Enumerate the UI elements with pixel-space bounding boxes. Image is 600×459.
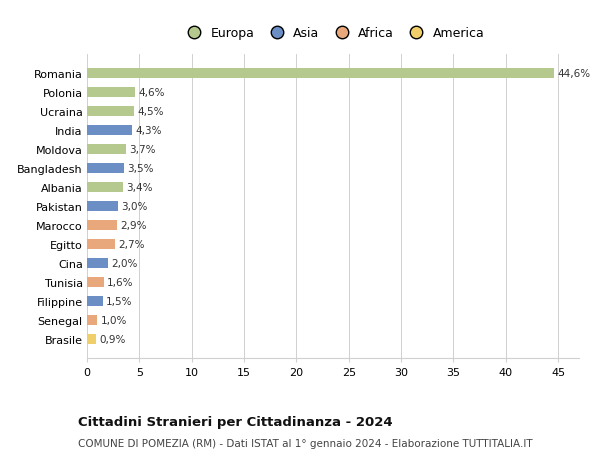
Text: 1,0%: 1,0% bbox=[101, 315, 127, 325]
Text: 44,6%: 44,6% bbox=[557, 69, 590, 79]
Text: 1,6%: 1,6% bbox=[107, 277, 133, 287]
Text: 3,4%: 3,4% bbox=[126, 183, 152, 193]
Text: 3,7%: 3,7% bbox=[129, 145, 155, 155]
Text: Cittadini Stranieri per Cittadinanza - 2024: Cittadini Stranieri per Cittadinanza - 2… bbox=[78, 415, 392, 428]
Bar bbox=[87, 163, 124, 174]
Bar bbox=[87, 258, 108, 269]
Text: 4,5%: 4,5% bbox=[137, 107, 164, 117]
Bar bbox=[87, 220, 118, 231]
Text: 1,5%: 1,5% bbox=[106, 296, 133, 306]
Bar bbox=[87, 126, 132, 136]
Text: COMUNE DI POMEZIA (RM) - Dati ISTAT al 1° gennaio 2024 - Elaborazione TUTTITALIA: COMUNE DI POMEZIA (RM) - Dati ISTAT al 1… bbox=[78, 438, 533, 448]
Bar bbox=[87, 334, 97, 344]
Text: 4,3%: 4,3% bbox=[135, 126, 161, 136]
Bar bbox=[87, 296, 103, 307]
Bar bbox=[87, 315, 97, 325]
Text: 3,5%: 3,5% bbox=[127, 164, 153, 174]
Text: 2,9%: 2,9% bbox=[121, 220, 147, 230]
Text: 2,0%: 2,0% bbox=[111, 258, 137, 269]
Bar bbox=[87, 202, 118, 212]
Bar bbox=[87, 145, 126, 155]
Bar bbox=[87, 239, 115, 250]
Legend: Europa, Asia, Africa, America: Europa, Asia, Africa, America bbox=[176, 22, 490, 45]
Text: 4,6%: 4,6% bbox=[138, 88, 165, 98]
Bar bbox=[87, 182, 122, 193]
Bar bbox=[87, 106, 134, 117]
Bar bbox=[87, 69, 554, 79]
Text: 2,7%: 2,7% bbox=[118, 240, 145, 249]
Text: 0,9%: 0,9% bbox=[100, 334, 126, 344]
Bar bbox=[87, 88, 135, 98]
Bar bbox=[87, 277, 104, 287]
Text: 3,0%: 3,0% bbox=[122, 202, 148, 212]
